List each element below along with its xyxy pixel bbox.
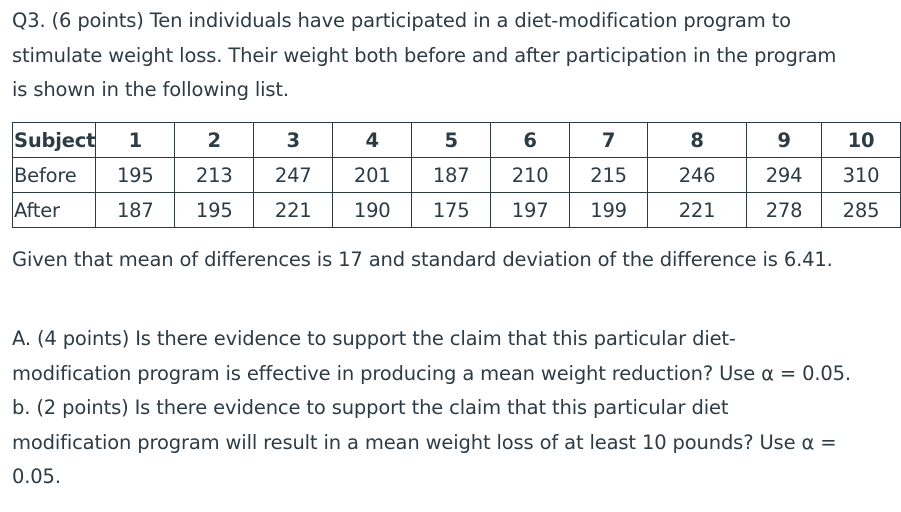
table-header-row: Subject 1 2 3 4 5 6 7 8 9 10 [11,122,901,158]
table-cell: 221 [647,192,748,228]
table-cell: 278 [746,192,822,228]
table-cell: 247 [253,157,334,193]
part-line: A. (4 points) Is there evidence to suppo… [12,327,736,350]
table-cell: 221 [253,192,334,228]
part-line: 0.05. [12,465,61,488]
table-cell: 213 [174,157,255,193]
table-cell: 175 [411,192,492,228]
header-label: Subject [11,122,97,158]
table-cell: 199 [569,192,649,228]
subject-cell: 4 [332,122,413,158]
table-cell: 187 [411,157,492,193]
table-cell: 294 [746,157,822,193]
table-cell: 201 [332,157,413,193]
table-cell: 187 [95,192,176,228]
table-cell: 195 [95,157,176,193]
row-label: Before [11,157,97,193]
subject-cell: 9 [746,122,822,158]
table-cell: 210 [490,157,571,193]
subject-cell: 6 [490,122,571,158]
table-cell: 246 [647,157,748,193]
subject-cell: 5 [411,122,492,158]
part-line: modification program will result in a me… [12,430,837,454]
question-parts: A. (4 points) Is there evidence to suppo… [12,322,851,495]
part-line: modification program is effective in pro… [12,361,851,385]
table-cell: 195 [174,192,255,228]
table-cell: 197 [490,192,571,228]
subject-cell: 8 [647,122,748,158]
part-line: b. (2 points) Is there evidence to suppo… [12,396,729,419]
row-label: After [11,192,97,228]
table-row: After 187 195 221 190 175 197 199 221 27… [11,192,901,228]
question-intro: Q3. (6 points) Ten individuals have part… [12,4,836,108]
table-row: Before 195 213 247 201 187 210 215 246 2… [11,157,901,193]
subject-cell: 3 [253,122,334,158]
table-cell: 215 [569,157,649,193]
table-cell: 285 [820,192,901,228]
table-cell: 310 [820,157,901,193]
table-cell: 190 [332,192,413,228]
subject-cell: 10 [820,122,901,158]
intro-line: is shown in the following list. [12,78,289,101]
weight-table: Subject 1 2 3 4 5 6 7 8 9 10 Before 195 … [11,122,901,228]
subject-cell: 1 [95,122,176,158]
given-statement: Given that mean of differences is 17 and… [12,248,833,271]
intro-line: Q3. (6 points) Ten individuals have part… [12,9,791,32]
intro-line: stimulate weight loss. Their weight both… [12,43,837,67]
subject-cell: 2 [174,122,255,158]
subject-cell: 7 [569,122,649,158]
